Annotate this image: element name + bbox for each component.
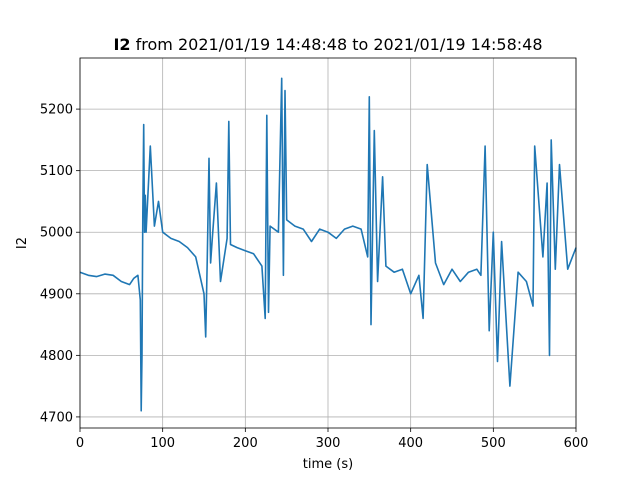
x-tick-label: 300 xyxy=(316,436,341,451)
y-tick-label: 5200 xyxy=(40,103,73,118)
y-tick-label: 5100 xyxy=(40,164,73,179)
x-axis-label: time (s) xyxy=(303,457,353,472)
x-tick-label: 200 xyxy=(233,436,258,451)
chart-title: I2 from 2021/01/19 14:48:48 to 2021/01/1… xyxy=(113,35,542,54)
y-tick-label: 4800 xyxy=(40,349,73,364)
y-tick-label: 4900 xyxy=(40,287,73,302)
y-tick-label: 5000 xyxy=(40,226,73,241)
series-line xyxy=(79,77,577,412)
x-tick-label: 500 xyxy=(481,436,506,451)
y-axis-label: I2 xyxy=(15,237,30,249)
series-group xyxy=(79,77,577,412)
x-tick-label: 400 xyxy=(398,436,423,451)
x-tick-label: 0 xyxy=(76,436,84,451)
x-tick-label: 100 xyxy=(150,436,175,451)
title-range: from 2021/01/19 14:48:48 to 2021/01/19 1… xyxy=(131,35,543,54)
title-variable: I2 xyxy=(113,35,130,54)
y-tick-label: 4700 xyxy=(40,410,73,425)
x-tick-label: 600 xyxy=(564,436,589,451)
ticks-group: 0 100 200 300 400 500 600 4700 4800 4900 5000 5100 5… xyxy=(40,103,589,451)
